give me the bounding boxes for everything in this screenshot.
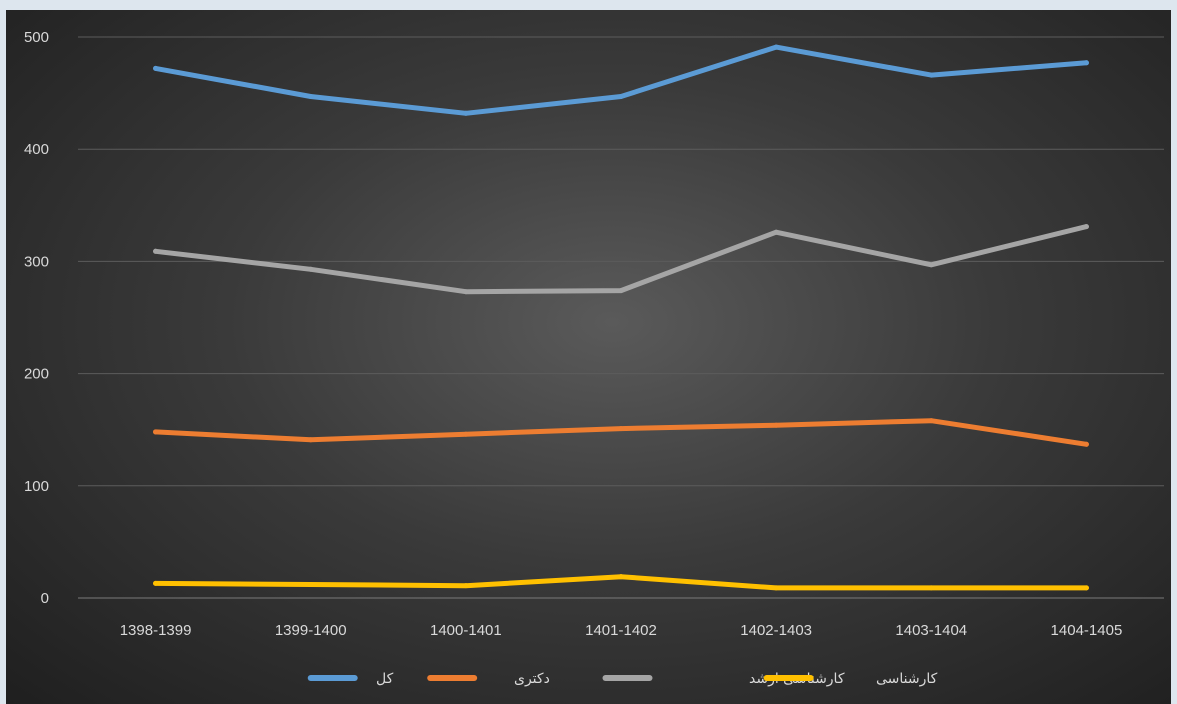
- data-point: [928, 585, 934, 591]
- y-axis-ticks: 0 100 200 300 400 500: [24, 29, 49, 607]
- data-point: [773, 229, 779, 235]
- x-tick-label: 1402-1403: [740, 622, 812, 639]
- line-chart: 0 100 200 300 400 500 1398-1399 1399-1400 1400-…: [24, 29, 1164, 687]
- data-point: [773, 422, 779, 428]
- y-tick-label: 300: [24, 253, 49, 270]
- data-point: [153, 429, 159, 435]
- x-tick-label: 1399-1400: [275, 622, 347, 639]
- data-point: [153, 65, 159, 71]
- series-lines: [153, 44, 1089, 591]
- data-point: [928, 262, 934, 268]
- data-point: [308, 582, 314, 588]
- data-point: [1083, 585, 1089, 591]
- gridlines: [78, 36, 1164, 599]
- data-point: [153, 248, 159, 254]
- x-tick-label: 1400-1401: [430, 622, 502, 639]
- data-point: [773, 44, 779, 50]
- data-point: [308, 437, 314, 443]
- x-tick-label: 1403-1404: [895, 622, 967, 639]
- data-point: [618, 93, 624, 99]
- y-tick-label: 200: [24, 366, 49, 383]
- data-point: [618, 426, 624, 432]
- data-point: [618, 574, 624, 580]
- series-line-1: [153, 418, 1089, 447]
- legend-label: کارشناسی: [876, 671, 938, 687]
- data-point: [463, 289, 469, 295]
- data-point: [463, 110, 469, 116]
- y-tick-label: 100: [24, 478, 49, 495]
- data-point: [928, 72, 934, 78]
- x-tick-label: 1398-1399: [120, 622, 192, 639]
- data-point: [308, 93, 314, 99]
- data-point: [773, 585, 779, 591]
- y-tick-label: 400: [24, 141, 49, 158]
- data-point: [928, 418, 934, 424]
- data-point: [153, 580, 159, 586]
- legend-label: کل: [376, 671, 394, 687]
- data-point: [1083, 224, 1089, 230]
- data-point: [1083, 60, 1089, 66]
- data-point: [463, 583, 469, 589]
- chart-area: 0 100 200 300 400 500 1398-1399 1399-1400 1400-…: [6, 10, 1171, 704]
- x-axis-ticks: 1398-1399 1399-1400 1400-1401 1401-1402 1402…: [120, 622, 1123, 639]
- data-point: [308, 266, 314, 272]
- x-tick-label: 1401-1402: [585, 622, 657, 639]
- legend-label: دکتری: [514, 671, 550, 687]
- y-tick-label: 500: [24, 29, 49, 46]
- series-line-0: [153, 44, 1089, 116]
- data-point: [618, 288, 624, 294]
- x-tick-label: 1404-1405: [1051, 622, 1123, 639]
- data-point: [1083, 441, 1089, 447]
- data-point: [463, 431, 469, 437]
- y-tick-label: 0: [41, 590, 49, 607]
- series-line-2: [153, 224, 1089, 295]
